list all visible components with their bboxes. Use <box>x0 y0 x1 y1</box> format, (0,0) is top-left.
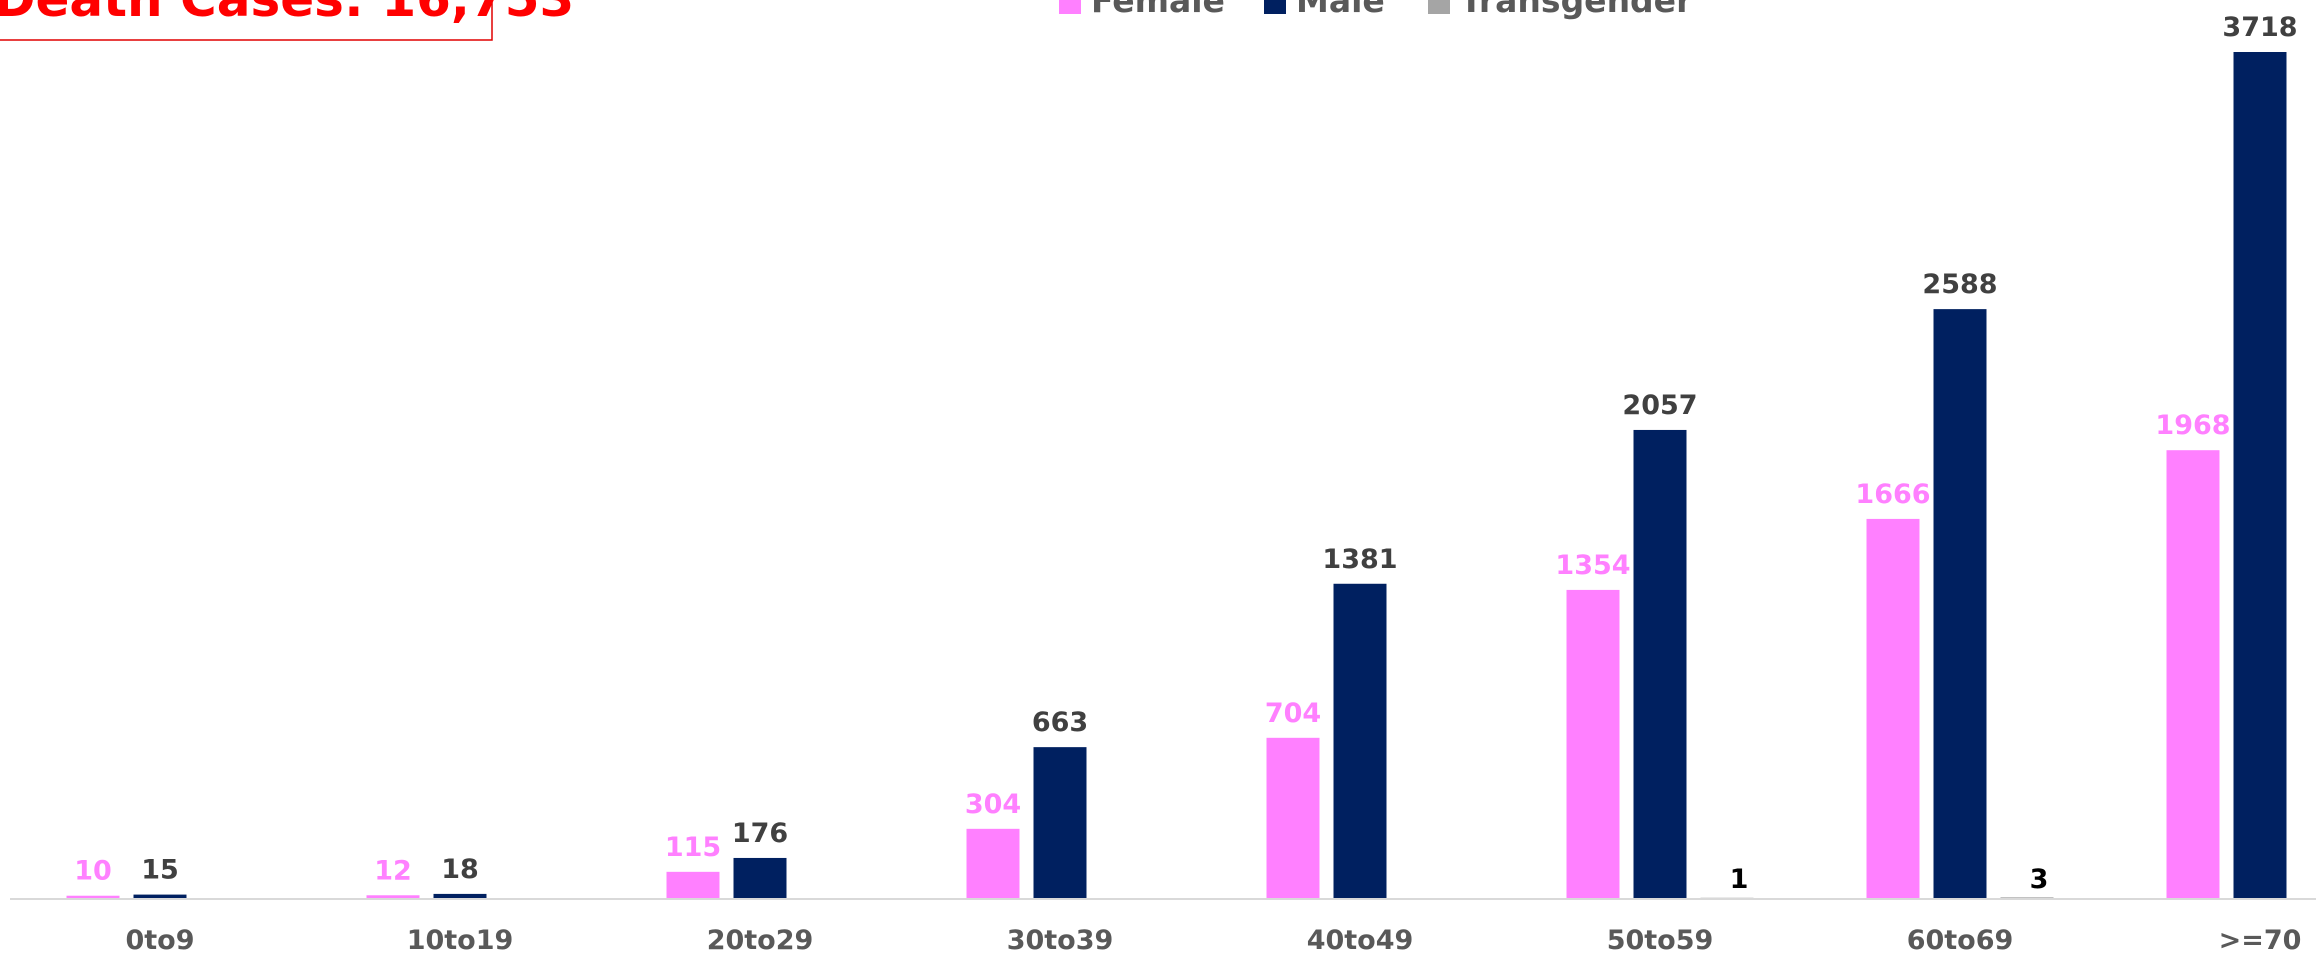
value-label: 3718 <box>2222 12 2297 43</box>
value-label: 1968 <box>2155 410 2230 441</box>
bar <box>1866 518 1920 898</box>
value-label: 2057 <box>1622 390 1697 421</box>
value-label: 12 <box>374 855 412 886</box>
value-label: 18 <box>441 854 479 885</box>
title-box <box>0 0 493 41</box>
value-label: 3 <box>2030 864 2049 895</box>
legend-swatch <box>1059 0 1081 14</box>
legend-label: Female <box>1091 0 1225 20</box>
bar <box>133 894 187 898</box>
x-tick-label: 20to29 <box>707 925 814 956</box>
bar <box>1333 583 1387 898</box>
x-tick-label: 50to59 <box>1607 925 1714 956</box>
legend-label: Male <box>1296 0 1385 20</box>
value-label: 304 <box>965 789 1021 820</box>
x-tick-label: 40to49 <box>1307 925 1414 956</box>
value-label: 1381 <box>1322 544 1397 575</box>
x-tick-label: 30to39 <box>1007 925 1114 956</box>
bar <box>666 871 720 898</box>
x-tick-label: 60to69 <box>1907 925 2014 956</box>
value-label: 115 <box>665 832 721 863</box>
bar <box>733 857 787 898</box>
chart-title: Death Cases: 16,753 <box>0 0 574 28</box>
value-label: 1666 <box>1855 479 1930 510</box>
value-label: 15 <box>141 855 179 886</box>
value-label: 663 <box>1032 707 1088 738</box>
bar <box>66 895 120 898</box>
x-tick-label: 10to19 <box>407 925 514 956</box>
bar <box>2166 450 2220 898</box>
value-label: 176 <box>732 818 788 849</box>
bar <box>2000 897 2054 898</box>
legend-label: Transgender <box>1460 0 1693 20</box>
bar <box>1033 747 1087 898</box>
bar <box>366 895 420 898</box>
legend-swatch <box>1428 0 1450 14</box>
value-label: 1 <box>1730 864 1749 895</box>
value-label: 2588 <box>1922 269 1997 300</box>
bar <box>966 828 1020 898</box>
value-label: 1354 <box>1555 550 1630 581</box>
legend-swatch <box>1264 0 1286 14</box>
bar <box>1566 589 1620 898</box>
x-tick-label: >=70 <box>2219 925 2302 956</box>
value-label: 704 <box>1265 698 1321 729</box>
bar <box>1266 737 1320 898</box>
bar <box>2233 52 2287 898</box>
bar <box>433 893 487 898</box>
value-label: 10 <box>74 856 112 887</box>
bar <box>1633 429 1687 898</box>
x-tick-label: 0to9 <box>125 925 194 956</box>
bar <box>1933 309 1987 899</box>
